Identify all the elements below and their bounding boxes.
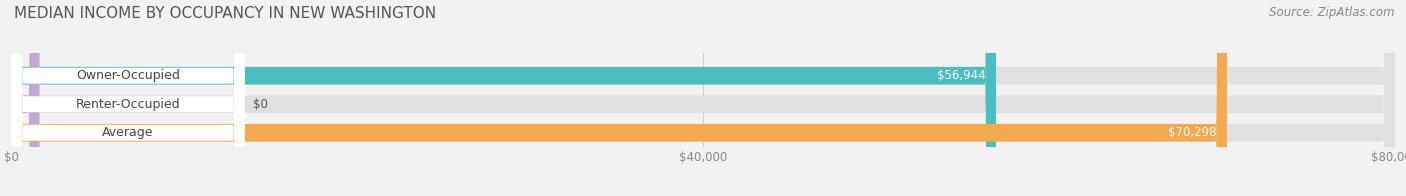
FancyBboxPatch shape: [11, 0, 995, 196]
Text: Owner-Occupied: Owner-Occupied: [76, 69, 180, 82]
FancyBboxPatch shape: [11, 0, 1395, 196]
Text: MEDIAN INCOME BY OCCUPANCY IN NEW WASHINGTON: MEDIAN INCOME BY OCCUPANCY IN NEW WASHIN…: [14, 6, 436, 21]
FancyBboxPatch shape: [11, 0, 245, 196]
Text: Source: ZipAtlas.com: Source: ZipAtlas.com: [1270, 6, 1395, 19]
Text: $56,944: $56,944: [936, 69, 986, 82]
Text: Renter-Occupied: Renter-Occupied: [76, 98, 180, 111]
Text: $70,298: $70,298: [1168, 126, 1216, 139]
FancyBboxPatch shape: [11, 0, 1395, 196]
FancyBboxPatch shape: [11, 0, 39, 196]
FancyBboxPatch shape: [11, 0, 245, 196]
Text: $0: $0: [253, 98, 269, 111]
FancyBboxPatch shape: [11, 0, 1395, 196]
FancyBboxPatch shape: [11, 0, 245, 196]
FancyBboxPatch shape: [11, 0, 1227, 196]
Text: Average: Average: [103, 126, 153, 139]
